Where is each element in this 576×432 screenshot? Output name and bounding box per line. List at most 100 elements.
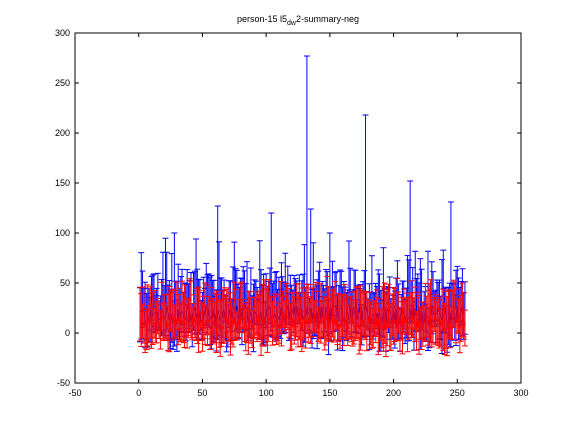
red-errorbar (437, 308, 444, 347)
red-errorbar (291, 296, 298, 345)
red-errorbar (179, 280, 186, 341)
y-tick-label: 150 (55, 178, 70, 188)
red-errorbar (372, 296, 379, 344)
red-errorbar (140, 286, 147, 344)
red-errorbar (209, 298, 216, 345)
red-errorbar (186, 278, 193, 332)
y-tick-label: 50 (60, 278, 70, 288)
red-errorbar (231, 281, 238, 342)
red-errorbar (408, 280, 415, 329)
red-errorbar (242, 307, 249, 352)
red-errorbar (391, 287, 398, 343)
red-errorbar (195, 286, 202, 353)
red-errorbar (433, 301, 440, 344)
x-tick-label: 250 (450, 388, 465, 398)
red-errorbar (460, 292, 467, 338)
chart-title-main: person-15 l5 (237, 14, 287, 24)
red-errorbar (284, 300, 291, 331)
red-errorbar (157, 309, 164, 350)
red-errorbar (275, 302, 282, 344)
red-errorbar (208, 287, 215, 340)
red-errorbar (352, 308, 359, 342)
red-errorbar (147, 286, 154, 339)
red-errorbar (388, 303, 395, 351)
red-errorbar (400, 288, 407, 329)
red-errorbar (273, 305, 280, 346)
red-errorbar (314, 291, 321, 334)
red-errorbar (315, 306, 322, 342)
red-errorbar (295, 292, 301, 348)
red-errorbar (419, 301, 426, 347)
red-errorbar (329, 290, 336, 338)
red-errorbar (353, 287, 360, 339)
red-errorbar (190, 294, 197, 328)
red-errorbar (412, 286, 419, 343)
red-errorbar (357, 285, 364, 351)
red-errorbar (193, 287, 200, 341)
x-tick-label: -50 (68, 388, 81, 398)
red-errorbar (444, 296, 451, 357)
red-errorbar (227, 292, 234, 356)
red-errorbar (381, 282, 388, 344)
red-errorbar (362, 306, 369, 340)
red-errorbar (455, 297, 462, 334)
red-errorbar (154, 297, 161, 334)
x-axis: -50 0 50 100 150 200 250 300 (68, 33, 529, 398)
x-tick-label: 100 (259, 388, 274, 398)
red-errorbar (163, 305, 170, 341)
red-errorbar (351, 290, 358, 345)
red-errorbar (326, 294, 333, 342)
red-errorbar (416, 291, 423, 355)
red-errorbar (153, 300, 160, 344)
red-errorbar (366, 291, 373, 330)
axes-frame (74, 32, 522, 384)
red-errorbar (424, 289, 431, 346)
red-errorbar (270, 293, 277, 338)
red-errorbar (368, 303, 375, 349)
red-errorbar (252, 291, 259, 336)
red-errorbar (212, 292, 219, 344)
red-errorbar (458, 294, 465, 342)
red-errorbar (144, 284, 151, 347)
red-errorbar (395, 291, 402, 334)
y-tick-label: 100 (55, 228, 70, 238)
y-tick-label: 250 (55, 78, 70, 88)
red-errorbar (184, 303, 191, 349)
red-errorbar (305, 284, 312, 343)
red-errorbar (310, 284, 317, 338)
red-errorbar (258, 294, 265, 356)
red-errorbar (210, 301, 217, 333)
red-errorbar (166, 285, 173, 353)
red-errorbar (237, 282, 244, 334)
red-errorbar (418, 308, 425, 351)
red-errorbar (180, 301, 187, 344)
y-axis: -50 0 50 100 150 200 250 300 (55, 28, 521, 388)
y-tick-label: 0 (65, 328, 70, 338)
red-errorbar (204, 284, 211, 347)
series-blue (136, 55, 468, 356)
red-errorbar (405, 296, 412, 340)
red-errorbar (331, 281, 338, 341)
red-errorbar (414, 295, 421, 332)
red-errorbar (251, 296, 258, 338)
red-errorbar (345, 304, 352, 340)
red-errorbar (283, 282, 290, 329)
x-tick-label: 150 (322, 388, 337, 398)
x-tick-label: 50 (197, 388, 207, 398)
series-red (136, 276, 468, 358)
red-errorbar (250, 306, 257, 339)
y-tick-label: -50 (57, 378, 70, 388)
red-errorbar (274, 294, 281, 342)
red-errorbar (396, 309, 403, 352)
red-errorbar (194, 308, 201, 345)
red-errorbar (241, 304, 248, 342)
x-tick-label: 200 (386, 388, 401, 398)
red-errorbar (300, 287, 307, 341)
red-errorbar (254, 300, 261, 343)
red-errorbar (343, 294, 350, 341)
red-errorbar (376, 298, 383, 330)
red-errorbar (453, 307, 460, 344)
red-errorbar (303, 283, 310, 335)
red-errorbar (370, 308, 377, 348)
red-errorbar (260, 303, 267, 337)
